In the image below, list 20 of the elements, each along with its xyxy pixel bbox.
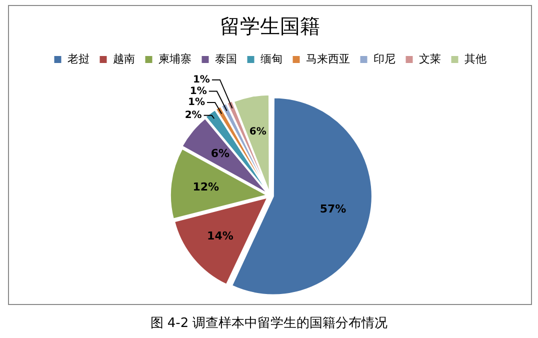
- legend-label: 泰国: [214, 52, 237, 66]
- legend-label: 马来西亚: [306, 52, 350, 66]
- legend-label: 老挝: [67, 52, 90, 66]
- caption: 图 4-2 调查样本中留学生的国籍分布情况: [149, 315, 389, 332]
- data-label: 1%: [188, 97, 206, 108]
- legend-label: 印尼: [373, 52, 396, 66]
- data-label: 1%: [190, 86, 207, 97]
- legend-label: 越南: [112, 52, 135, 66]
- legend-label: 缅甸: [260, 52, 282, 66]
- data-label: 14%: [207, 230, 234, 243]
- legend-label: 其他: [464, 52, 486, 66]
- data-label: 6%: [249, 126, 266, 138]
- data-label: 12%: [192, 180, 220, 194]
- data-label: 6%: [210, 147, 230, 160]
- chart-title: 留学生国籍: [220, 14, 320, 38]
- legend-label: 柬埔寨: [158, 52, 192, 66]
- data-label: 2%: [184, 110, 202, 121]
- data-label: 1%: [192, 74, 210, 86]
- legend-label: 文莱: [418, 52, 441, 66]
- data-label: 57%: [320, 202, 346, 216]
